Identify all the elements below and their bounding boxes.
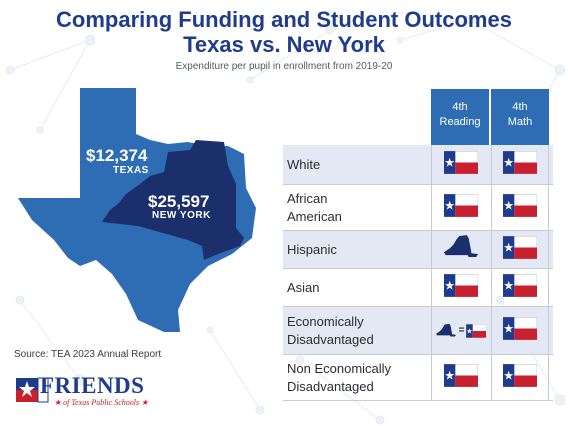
table-header: 4th Reading 4th Math	[283, 89, 553, 145]
table-row: Asian	[283, 269, 553, 307]
row-label: Hispanic	[287, 242, 337, 257]
texas-flag-icon	[502, 363, 538, 392]
header-4th-reading: 4th Reading	[431, 89, 489, 145]
cell-4th-reading	[431, 145, 489, 184]
row-label: White	[287, 157, 321, 172]
new-york-equals-texas-icon: =	[435, 323, 487, 339]
texas-label: TEXAS	[113, 165, 149, 176]
cell-4th-reading	[431, 269, 489, 306]
header-4th-math: 4th Math	[491, 89, 549, 145]
texas-flag-icon	[443, 150, 478, 179]
row-label: Asian	[287, 280, 320, 295]
new-york-label: NEW YORK	[152, 210, 211, 221]
cell-4th-math	[491, 307, 549, 354]
row-label: Non Economically Disadvantaged	[287, 361, 392, 394]
outcomes-table: 4th Reading 4th Math White African Americ…	[283, 89, 553, 401]
logo-tagline: ★ of Texas Public Schools ★	[54, 398, 149, 407]
cell-4th-reading	[431, 185, 489, 230]
cell-4th-math	[491, 269, 549, 306]
texas-new-york-map	[18, 88, 256, 332]
row-label: Economically Disadvantaged	[287, 314, 374, 347]
table-row: White	[283, 145, 553, 185]
table-row: African American	[283, 185, 553, 231]
cell-4th-math	[491, 145, 549, 184]
new-york-expenditure: $25,597	[148, 192, 210, 211]
texas-flag-icon	[502, 273, 538, 302]
texas-flag-icon	[502, 193, 538, 222]
source-note: Source: TEA 2023 Annual Report	[14, 349, 162, 360]
page-subtitle: Expenditure per pupil in enrollment from…	[175, 61, 393, 72]
new-york-shape	[102, 140, 244, 260]
new-york-state-icon	[442, 234, 480, 266]
table-row: Non Economically Disadvantaged	[283, 355, 553, 401]
cell-4th-math	[491, 231, 549, 268]
table-body: White African American Hispanic Asian	[283, 145, 553, 401]
texas-flag-icon	[502, 150, 538, 179]
page-title-line-2: Texas vs. New York	[183, 32, 385, 57]
row-label: African American	[287, 191, 342, 224]
cell-4th-reading	[431, 231, 489, 268]
cell-4th-math	[491, 185, 549, 230]
texas-flag-icon	[502, 235, 538, 264]
texas-expenditure: $12,374	[86, 146, 148, 165]
cell-4th-reading: =	[431, 307, 489, 354]
page-title: Comparing Funding and Student Outcomes	[56, 7, 512, 32]
table-row: Hispanic	[283, 231, 553, 269]
cell-4th-reading	[431, 355, 489, 400]
table-row: Economically Disadvantaged =	[283, 307, 553, 355]
texas-flag-icon	[443, 193, 478, 222]
texas-flag-icon	[443, 363, 478, 392]
texas-flag-icon	[502, 316, 538, 345]
friends-logo-icon	[16, 377, 49, 403]
logo-wordmark: FRIENDS	[40, 373, 145, 398]
texas-flag-icon	[443, 273, 478, 302]
cell-4th-math	[491, 355, 549, 400]
